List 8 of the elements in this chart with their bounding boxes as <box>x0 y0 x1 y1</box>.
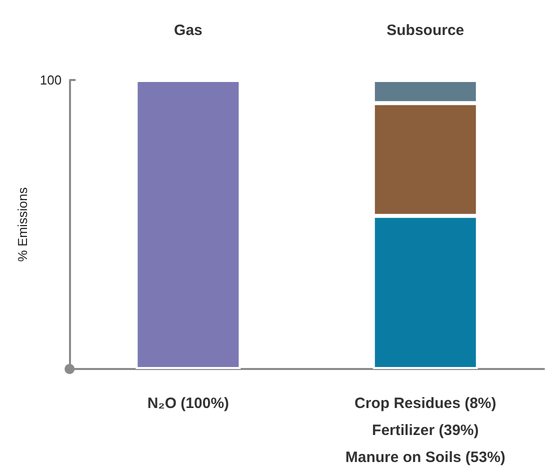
x-tick-label: Gas <box>174 22 202 39</box>
text: Manure on Soils (53%) <box>345 449 506 466</box>
y-tick-label: 100 <box>40 72 62 88</box>
y-axis-title: % Emissions <box>15 186 30 262</box>
text: Fertilizer (39%) <box>372 422 479 439</box>
x-tick-label: Subsource <box>386 22 464 39</box>
text: N₂O (100%) <box>147 395 230 412</box>
text: Crop Residues (8%) <box>354 395 496 412</box>
